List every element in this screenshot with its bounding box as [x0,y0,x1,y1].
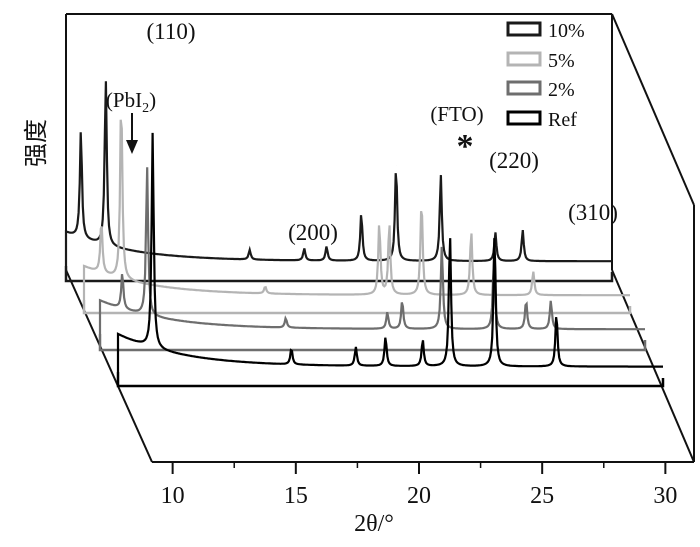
chart-3d-frame [65,13,695,463]
x-tick-label: 30 [653,483,677,509]
x-axis-ticks [171,462,667,474]
annotation-220: (220) [489,148,539,173]
series-layer [64,81,665,388]
fto-asterisk: * [457,128,474,165]
x-tick-label: 25 [530,483,554,509]
series-2pct [98,167,647,352]
legend-swatch-ref [506,110,542,126]
annotation-fto: (FTO) [430,102,483,126]
legend-swatch-5 [506,51,542,67]
legend-label-2: 2% [548,79,575,101]
frame-edge [611,13,695,206]
legend-swatch-10 [506,21,542,37]
series-5pct [82,112,632,315]
annotation-310: (310) [568,200,618,225]
legend-label-10: 10% [548,20,585,42]
legend-label-5: 5% [548,50,575,72]
y-axis-title: 强度 [22,119,50,167]
series-baseplane [116,372,665,388]
peak-annotations: (PbI2) (110) (200) (FTO) * (220) (310) [106,19,618,245]
series-10pct [64,81,614,283]
annotation-200: (200) [288,220,338,245]
series-baseplane [98,334,647,352]
series-baseplane [64,266,614,283]
pbi2-arrow-head [126,140,138,154]
legend: 10% 5% 2% Ref [506,20,585,131]
series-line [116,132,663,372]
annotation-pbi2: (PbI2) [106,88,156,116]
annotation-110: (110) [147,19,196,44]
x-tick-label: 20 [407,483,431,509]
series-ref [116,132,665,388]
x-axis-title: 2θ/° [354,511,394,537]
legend-swatch-2 [506,80,542,96]
x-tick-label: 15 [284,483,308,509]
x-tick-labels: 10 15 20 25 30 [161,483,678,509]
series-line [98,167,645,334]
frame-edge [65,269,153,463]
legend-label-ref: Ref [548,109,577,131]
x-tick-label: 10 [161,483,185,509]
series-line [64,81,612,266]
series-baseplane [82,300,632,315]
series-line [82,119,630,300]
